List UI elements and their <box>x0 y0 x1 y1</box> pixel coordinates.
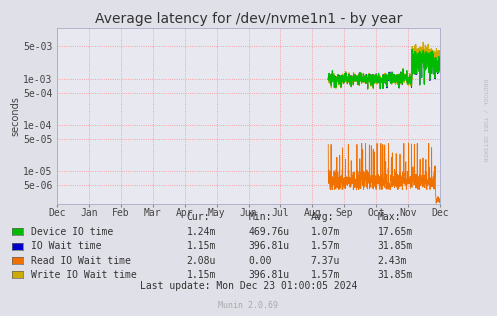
Text: 31.85m: 31.85m <box>378 241 413 252</box>
Text: 2.43m: 2.43m <box>378 256 407 266</box>
Text: 1.57m: 1.57m <box>311 270 340 280</box>
Text: 396.81u: 396.81u <box>248 270 290 280</box>
Title: Average latency for /dev/nvme1n1 - by year: Average latency for /dev/nvme1n1 - by ye… <box>95 12 402 26</box>
Text: 31.85m: 31.85m <box>378 270 413 280</box>
Text: Avg:: Avg: <box>311 212 334 222</box>
Text: 2.08u: 2.08u <box>186 256 216 266</box>
Text: IO Wait time: IO Wait time <box>31 241 101 252</box>
Y-axis label: seconds: seconds <box>10 96 20 136</box>
Text: 1.07m: 1.07m <box>311 227 340 237</box>
Text: 1.15m: 1.15m <box>186 270 216 280</box>
Text: 1.57m: 1.57m <box>311 241 340 252</box>
Text: 1.24m: 1.24m <box>186 227 216 237</box>
Text: Last update: Mon Dec 23 01:00:05 2024: Last update: Mon Dec 23 01:00:05 2024 <box>140 281 357 291</box>
Text: 469.76u: 469.76u <box>248 227 290 237</box>
Text: Read IO Wait time: Read IO Wait time <box>31 256 131 266</box>
Text: Max:: Max: <box>378 212 401 222</box>
Text: 396.81u: 396.81u <box>248 241 290 252</box>
Text: 0.00: 0.00 <box>248 256 272 266</box>
Text: Cur:: Cur: <box>186 212 210 222</box>
Text: Min:: Min: <box>248 212 272 222</box>
Text: RRDTOOL / TOBI OETIKER: RRDTOOL / TOBI OETIKER <box>482 79 487 161</box>
Text: 7.37u: 7.37u <box>311 256 340 266</box>
Text: Device IO time: Device IO time <box>31 227 113 237</box>
Text: 1.15m: 1.15m <box>186 241 216 252</box>
Text: 17.65m: 17.65m <box>378 227 413 237</box>
Text: Munin 2.0.69: Munin 2.0.69 <box>219 301 278 310</box>
Text: Write IO Wait time: Write IO Wait time <box>31 270 137 280</box>
